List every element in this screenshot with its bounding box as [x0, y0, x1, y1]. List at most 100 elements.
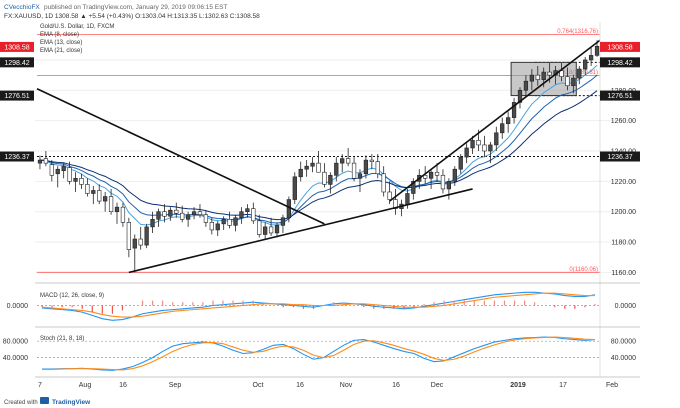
price-badge-left [0, 90, 34, 101]
candle-body [286, 199, 292, 219]
candle-body [251, 208, 256, 222]
macd-label: MACD (12, 26, close, 9) [40, 293, 104, 299]
candle-body [233, 217, 238, 226]
created-with-label: Created with [4, 400, 38, 406]
rising-trendline-lower [128, 188, 473, 274]
candle-body [464, 147, 469, 158]
time-tick-label: 16 [119, 382, 127, 389]
time-tick-label: Nov [340, 382, 353, 389]
candle-body [494, 132, 499, 146]
candle-body [257, 220, 262, 235]
macd-tick-label: 0.0000 [615, 303, 637, 310]
candle-body [340, 158, 345, 164]
price-tick-label: 1260.00 [611, 118, 636, 125]
time-axis: 7 Aug 16 Sep Oct 16 Nov 16 Dec 2019 17 Feb [38, 382, 618, 389]
time-tick-label: Sep [169, 382, 182, 389]
time-tick-label: 7 [38, 382, 42, 389]
candle-body [138, 238, 143, 246]
candle-body [215, 223, 220, 231]
candle-body [482, 144, 487, 152]
price-badge-right [600, 41, 640, 52]
candle-body [227, 218, 232, 226]
time-tick-label: 16 [392, 382, 400, 389]
candle-body [541, 71, 546, 80]
price-badge-right-label: 1308.58 [607, 44, 632, 51]
price-badge-left [0, 151, 34, 162]
chart-legend: Gold/U.S. Dollar, 1D, FXCM EMA (8, close… [40, 24, 114, 54]
candle-body [322, 171, 327, 185]
candle-body [334, 162, 339, 176]
descending-trendline [36, 88, 325, 225]
footer: Created with TradingView [4, 397, 91, 406]
candle-body [97, 190, 102, 202]
price-tick-label: 1180.00 [611, 240, 636, 247]
candle-body [209, 222, 214, 231]
candle-body [506, 117, 511, 124]
tradingview-logo-icon [40, 397, 49, 404]
candle-body [43, 158, 49, 164]
footer-brand[interactable]: TradingView [52, 399, 91, 406]
stochastic-pane: Stoch (21, 8, 18) 80.0000 80.0000 40.0000 4… [3, 336, 636, 371]
ema-13-line [39, 74, 598, 224]
candle-body [120, 206, 126, 223]
candle-body [185, 214, 191, 220]
candle-body [316, 162, 321, 173]
candle-body [594, 45, 600, 56]
candle-body [73, 178, 78, 182]
candle-body [387, 191, 392, 200]
stoch-label: Stoch (21, 8, 18) [40, 336, 84, 342]
candle-body [375, 161, 380, 175]
price-badges: 1308.58 1308.58 1298.42 1298.42 1276.51 1276.… [0, 41, 640, 162]
candle-body [85, 184, 90, 194]
macd-pane: MACD (12, 26, close, 9) 0.0000 0.0000 [7, 291, 637, 321]
candle-body [517, 89, 523, 103]
candle-body [280, 217, 286, 226]
symbol-line: FX:XAUUSD, 1D 1308.58 ▲ +5.54 (+0.43%) O… [4, 13, 260, 20]
candle-body [263, 226, 268, 235]
rising-trendline-upper [389, 39, 601, 202]
candle-body [292, 176, 297, 200]
ema-8-line [39, 64, 598, 226]
stoch-tick-label: 40.0000 [611, 355, 636, 362]
legend-ema13: EMA (13, close) [40, 40, 82, 46]
candle-body [221, 218, 226, 225]
candle-body [108, 196, 114, 213]
candle-body [310, 162, 315, 167]
candle-body [405, 193, 410, 205]
candle-body [37, 159, 43, 164]
candle-body [588, 55, 594, 61]
candle-body [363, 159, 369, 175]
candle-body [523, 80, 529, 91]
price-tick-label: 1200.00 [611, 209, 636, 216]
candle-body [61, 165, 66, 172]
candle-body [423, 174, 428, 179]
candle-body [132, 238, 137, 249]
candle-body [434, 171, 440, 176]
published-text: published on TradingView.com, January 29… [44, 4, 227, 11]
candle-body [103, 196, 108, 202]
time-tick-label: 16 [296, 382, 304, 389]
candle-body [67, 167, 72, 182]
candle-body [268, 226, 274, 234]
price-badge-right-label: 1276.51 [607, 93, 632, 100]
candle-body [488, 144, 493, 152]
time-tick-label: Aug [79, 382, 92, 389]
candle-body [55, 168, 60, 175]
candle-body [428, 171, 434, 179]
candle-body [328, 174, 333, 185]
candle-body [91, 190, 96, 194]
candle-body [381, 173, 386, 193]
candle-body [180, 212, 185, 220]
price-badge-left-label: 1276.51 [4, 93, 29, 100]
price-badge-left [0, 57, 34, 68]
candle-body [411, 181, 416, 194]
time-tick-label: Feb [606, 382, 618, 389]
candle-body [565, 76, 570, 87]
stoch-line-a [42, 336, 596, 371]
candle-body [351, 162, 357, 179]
candles [37, 40, 600, 273]
author-name[interactable]: CVecchioFX [4, 4, 40, 11]
candle-body [458, 156, 463, 170]
candle-body [583, 59, 588, 70]
legend-title: Gold/U.S. Dollar, 1D, FXCM [40, 24, 114, 30]
